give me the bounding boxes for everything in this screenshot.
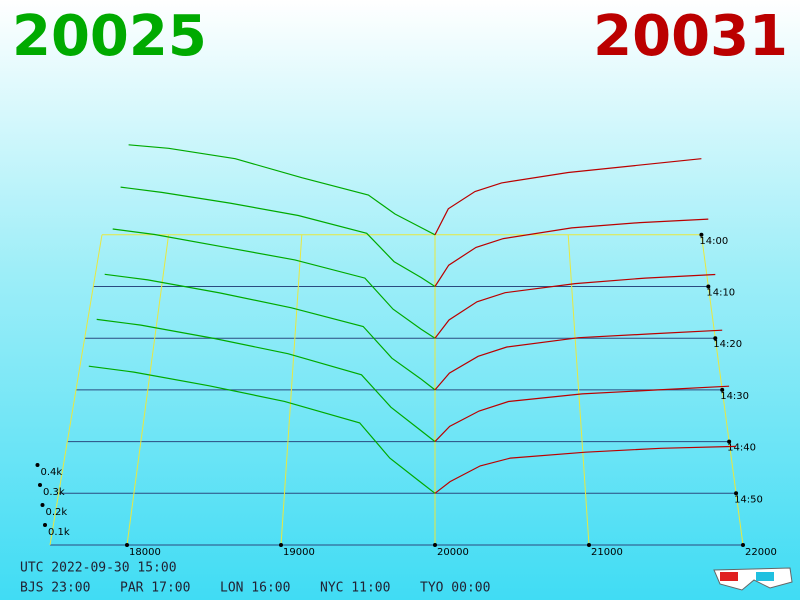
- grid-line: [126, 234, 170, 546]
- world-time: PAR 17:00: [120, 581, 190, 596]
- bid-curve: [88, 365, 436, 494]
- glasses-icon: [713, 567, 793, 591]
- time-tick-label: 14:10: [706, 288, 735, 299]
- world-time: TYO 00:00: [420, 581, 490, 596]
- time-tick-label: 14:50: [734, 494, 763, 505]
- bid-curve: [128, 144, 436, 236]
- tick-mark: [741, 543, 745, 547]
- grid-line: [280, 234, 303, 546]
- time-tick-label: 14:40: [727, 443, 756, 454]
- ask-curve: [434, 445, 737, 494]
- utc-time: UTC 2022-09-30 15:00: [20, 561, 177, 576]
- y-tick-label: 0.3k: [43, 487, 65, 498]
- x-tick-label: 19000: [283, 547, 315, 558]
- tick-mark: [734, 491, 739, 496]
- grid-line: [567, 234, 590, 546]
- world-time: NYC 11:00: [320, 581, 390, 596]
- tick-mark: [720, 387, 725, 392]
- bid-curve: [112, 228, 436, 339]
- x-tick-label: 20000: [437, 547, 469, 558]
- tick-mark: [38, 483, 42, 487]
- y-tick-label: 0.1k: [48, 527, 70, 538]
- ask-curve: [434, 385, 730, 443]
- bid-price: 20025: [12, 4, 207, 69]
- x-tick-label: 18000: [129, 547, 161, 558]
- tick-mark: [35, 463, 40, 467]
- y-tick-label: 0.4k: [41, 467, 63, 478]
- ask-curve: [434, 158, 702, 236]
- time-tick-label: 14:30: [720, 391, 749, 402]
- bid-curve: [120, 186, 436, 288]
- ask-curve: [434, 218, 709, 287]
- tick-mark: [125, 543, 129, 547]
- tick-mark: [279, 543, 283, 547]
- tick-mark: [699, 232, 704, 237]
- x-tick-label: 21000: [591, 547, 623, 558]
- tick-mark: [713, 336, 718, 341]
- tick-mark: [40, 503, 45, 507]
- time-tick-label: 14:20: [713, 339, 742, 350]
- time-tick-label: 14:00: [699, 236, 728, 247]
- x-tick-label: 22000: [745, 547, 777, 558]
- bid-curve: [96, 318, 436, 443]
- ask-curve: [434, 329, 723, 391]
- tick-mark: [727, 439, 732, 444]
- ask-price: 20031: [593, 4, 788, 69]
- tick-mark: [43, 523, 47, 527]
- floor-edge: [49, 234, 103, 546]
- y-tick-label: 0.2k: [46, 507, 68, 518]
- world-time: LON 16:00: [220, 581, 290, 596]
- tick-mark: [706, 284, 711, 289]
- world-time: BJS 23:00: [20, 581, 90, 596]
- bid-curve: [104, 273, 436, 391]
- tick-mark: [587, 543, 591, 547]
- tick-mark: [433, 543, 437, 547]
- ask-curve: [434, 273, 716, 339]
